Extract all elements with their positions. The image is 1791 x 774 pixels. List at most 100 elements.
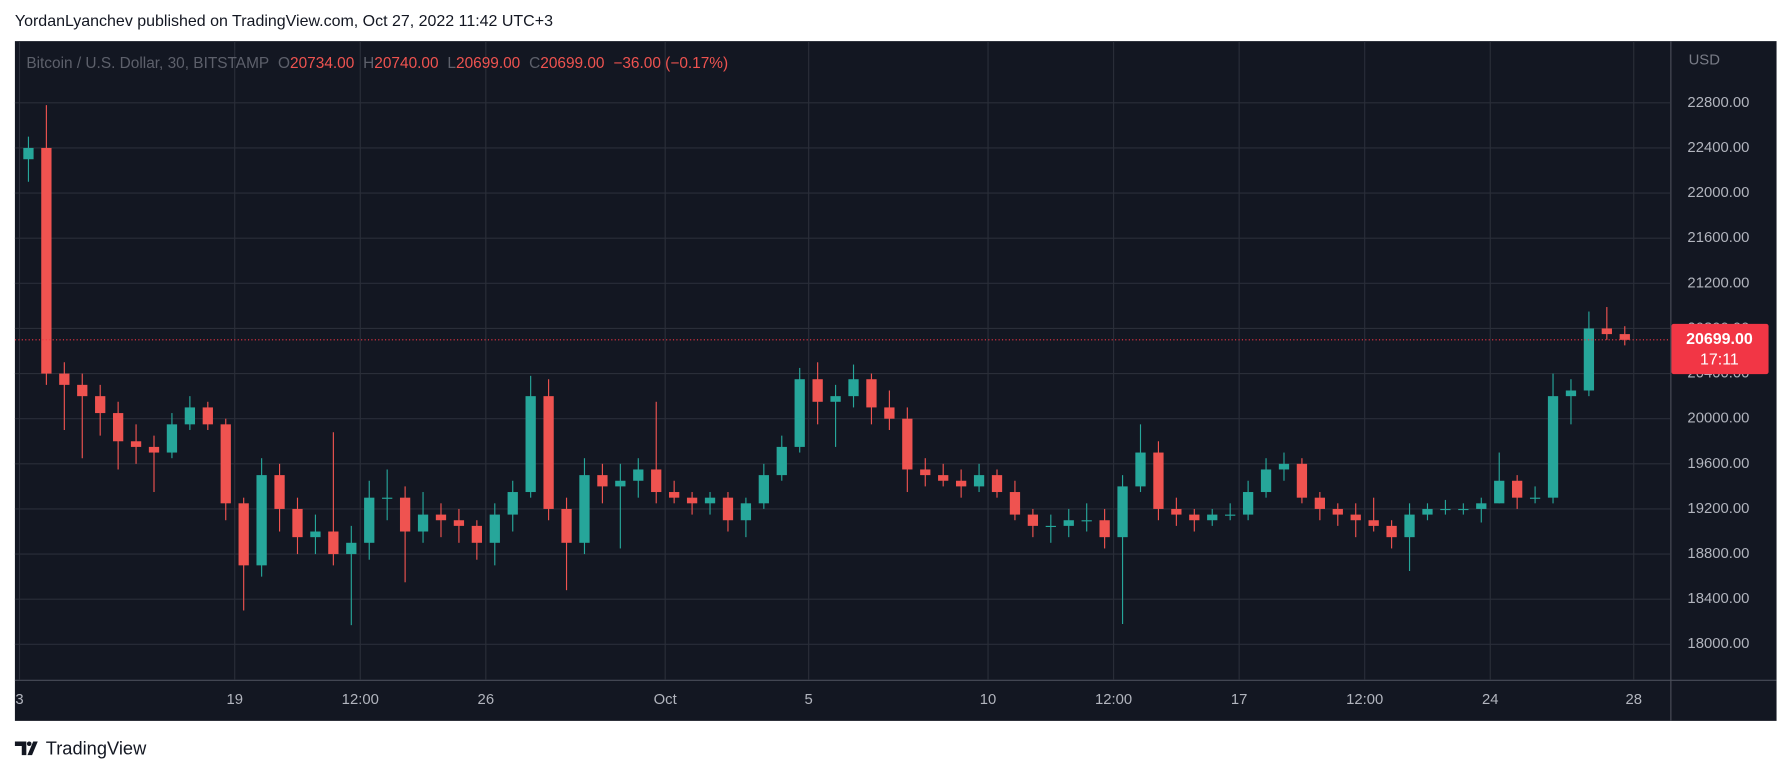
legend: Bitcoin / U.S. Dollar, 30, BITSTAMP O207… (26, 55, 728, 72)
candle-body (1189, 514, 1200, 521)
candle-body (1260, 469, 1272, 493)
candle-body (1009, 492, 1021, 515)
candle-body (95, 396, 106, 414)
candle-body (1153, 452, 1164, 509)
x-tick-label: 10 (980, 692, 997, 708)
candle-body (310, 531, 321, 538)
candle-body (1081, 520, 1092, 522)
candle-body (220, 424, 231, 504)
candle-body (902, 418, 913, 470)
candle-body (651, 469, 662, 493)
candle-body (148, 446, 160, 453)
y-tick-label: 18800.00 (1687, 546, 1749, 562)
candle-body (920, 469, 931, 476)
candle-body (758, 475, 769, 504)
candle-body (328, 531, 339, 555)
candle-body (830, 396, 841, 402)
legend-open: 20734.00 (290, 55, 354, 72)
countdown-label: 17:11 (1700, 352, 1739, 369)
candles (23, 105, 1630, 626)
candle-body (1332, 508, 1343, 515)
candle-body (794, 379, 805, 447)
candle-body (1368, 520, 1379, 526)
candle-body (1476, 503, 1487, 509)
candle-body (59, 373, 70, 385)
y-tick-label: 22000.00 (1687, 185, 1749, 201)
x-tick-label: 26 (478, 692, 495, 708)
footer-logo (14, 741, 38, 756)
candle-body (633, 469, 644, 481)
candle-body (1314, 497, 1325, 509)
legend-close-label: C (529, 55, 540, 72)
candle-body (561, 508, 572, 543)
candle-body (1135, 452, 1146, 487)
legend-low: 20699.00 (456, 55, 520, 72)
x-tick-label: Oct (654, 692, 678, 708)
candle-body (686, 497, 698, 504)
candle-body (364, 497, 375, 543)
candle-body (41, 147, 52, 374)
candle-body (812, 379, 823, 402)
legend-high: 20740.00 (374, 55, 438, 72)
y-tick-label: 19200.00 (1687, 501, 1749, 517)
logo-mark (14, 741, 38, 756)
candle-body (722, 497, 734, 521)
candle-body (543, 396, 554, 509)
candle-body (435, 514, 447, 521)
candle-body (704, 497, 716, 504)
x-tick-label: 28 (1625, 692, 1642, 708)
overlay: 18000.00 18400.00 18800.00 19200.00 19600.00… (14, 95, 1769, 708)
x-tick-label: 19 (226, 692, 243, 708)
price-tag-label: 20699.00 (1686, 331, 1753, 348)
candle-body (1619, 334, 1630, 340)
candle-body (507, 492, 518, 515)
y-tick-label: 18400.00 (1687, 591, 1749, 607)
candle-body (866, 379, 877, 408)
logo-dot (26, 741, 32, 747)
candle-body (166, 424, 178, 453)
candle-body (1494, 480, 1505, 504)
legend-open-label: O (278, 55, 290, 72)
candle-body (23, 147, 34, 160)
candle-body (346, 542, 357, 555)
candle-body (1225, 514, 1236, 516)
candle-body (453, 520, 465, 526)
candle-body (77, 384, 88, 397)
candle-body (740, 503, 752, 521)
candle-body (1422, 508, 1433, 515)
publish-header: YordanLyanchev published on TradingView.… (15, 13, 553, 30)
candle-body (1386, 525, 1397, 538)
y-tick-label: 21600.00 (1687, 230, 1749, 246)
candle-body (1458, 508, 1469, 511)
candle-body (938, 475, 949, 481)
currency-label: USD (1689, 52, 1721, 68)
candle-body (1296, 463, 1308, 498)
price-tag (1671, 323, 1769, 375)
candle-body (1045, 525, 1056, 528)
chart-panel (14, 41, 1777, 721)
legend-symbol: Bitcoin / U.S. Dollar, 30, BITSTAMP (26, 55, 269, 72)
footer-brand: TradingView (46, 737, 147, 758)
candle-body (579, 475, 590, 543)
candle-body (1099, 520, 1110, 538)
candle-body (1278, 463, 1290, 470)
candle-body (238, 503, 249, 566)
x-tick-label: 12:00 (1346, 692, 1383, 708)
candle-body (1171, 508, 1182, 515)
y-tick-label: 20000.00 (1687, 411, 1749, 427)
candle-body (1565, 390, 1577, 397)
candle-body (1117, 486, 1128, 538)
candle-body (489, 514, 500, 543)
y-tick-label: 19600.00 (1687, 456, 1749, 472)
candle-body (112, 413, 124, 442)
candle-body (1440, 508, 1451, 511)
x-tick-label: 17 (1231, 692, 1248, 708)
y-tick-label: 22800.00 (1687, 95, 1749, 111)
y-tick-label: 22400.00 (1687, 140, 1749, 156)
candle-body (615, 480, 626, 487)
x-tick-label: 3 (15, 692, 23, 708)
candle-body (1350, 514, 1361, 521)
x-tick-label: 12:00 (1095, 692, 1132, 708)
candle-body (417, 514, 429, 532)
